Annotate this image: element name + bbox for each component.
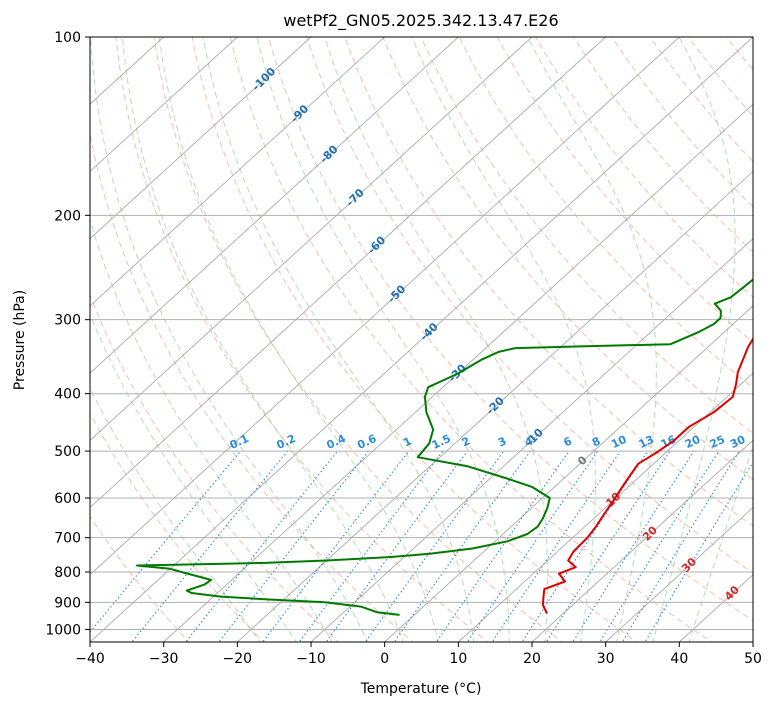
mixing-ratio-line [572, 450, 695, 642]
mixing-ratio-line [599, 450, 720, 642]
mixing-ratio-line [393, 450, 531, 642]
isotherm [531, 439, 753, 642]
dry-adiabat [90, 412, 265, 642]
isotherm [90, 37, 753, 642]
mixing-ratio-line [491, 450, 621, 642]
dry-adiabat [267, 37, 753, 622]
dry-adiabat [754, 24, 775, 645]
moist-adiabat [90, 37, 369, 642]
y-tick-label: 900 [54, 595, 81, 611]
mixing-ratio-label: 20 [683, 433, 703, 451]
mixing-ratio-line [185, 450, 339, 642]
isotherm [90, 37, 385, 307]
x-tick-label: 30 [597, 651, 615, 667]
y-tick-label: 300 [54, 313, 81, 329]
dry-adiabat [535, 37, 753, 298]
isotherm [384, 305, 753, 642]
sounding-profiles [136, 278, 753, 616]
mixing-ratio-line [364, 450, 505, 642]
isotherm [237, 170, 753, 642]
mixing-ratio-label: 13 [637, 433, 656, 451]
isotherm [458, 372, 753, 642]
mixing-ratio-line [218, 450, 369, 642]
y-tick-label: 600 [54, 491, 81, 507]
isotherm [90, 37, 312, 240]
y-axis: 100 200 300 400 500 600 700 800 900 1000 [45, 30, 90, 638]
y-tick-label: 800 [54, 565, 81, 581]
y-tick-label: 500 [54, 444, 81, 460]
dewpoint-profile [136, 278, 753, 616]
mixing-ratio-label: 25 [708, 433, 727, 451]
temperature-profile [541, 337, 753, 614]
mixing-ratio-line [521, 450, 649, 642]
isotherm [605, 506, 753, 642]
x-axis: −40 −30 −20 −10 0 10 20 30 40 50 [75, 642, 762, 667]
isotherm [310, 238, 753, 642]
y-tick-label: 1000 [45, 622, 81, 638]
y-tick-label: 700 [54, 531, 81, 547]
x-tick-label: 10 [449, 651, 467, 667]
isotherm [752, 641, 753, 642]
plot-frame [89, 36, 754, 643]
x-axis-label: Temperature (°C) [360, 681, 482, 697]
mixing-ratio-line [545, 450, 671, 642]
x-tick-label: 0 [380, 651, 389, 667]
y-tick-label: 100 [54, 30, 81, 46]
y-tick-label: 200 [54, 208, 81, 224]
x-tick-label: −20 [223, 651, 253, 667]
chart-title: wetPf2_GN05.2025.342.13.47.E26 [283, 11, 558, 31]
mixing-ratio-line [435, 450, 570, 642]
dry-adiabat [344, 37, 753, 527]
moist-adiabat [90, 217, 333, 642]
isotherm [90, 37, 459, 374]
isotherm [90, 37, 533, 441]
x-tick-label: −10 [296, 651, 326, 667]
x-tick-label: −40 [75, 651, 105, 667]
mixing-ratio-label: 10 [609, 433, 629, 451]
isotherm [90, 37, 606, 509]
isotherm [90, 37, 680, 576]
x-tick-label: −30 [149, 651, 179, 667]
mixing-ratio-label: 30 [728, 433, 748, 451]
dry-adiabat [306, 37, 753, 574]
isotherm [163, 103, 753, 642]
mixing-ratio-line [131, 450, 289, 642]
y-tick-label: 400 [54, 387, 81, 403]
x-tick-label: 40 [670, 651, 688, 667]
isotherm [90, 37, 238, 173]
mixing-ratio-line [621, 450, 740, 642]
mixing-ratio-line [466, 450, 599, 642]
mixing-ratio-label: 16 [659, 433, 679, 451]
x-tick-label: 20 [523, 651, 541, 667]
mixing-ratio-line [325, 450, 468, 642]
y-axis-label: Pressure (hPa) [12, 290, 28, 390]
dry-adiabat [115, 37, 489, 642]
x-tick-label: 50 [744, 651, 762, 667]
